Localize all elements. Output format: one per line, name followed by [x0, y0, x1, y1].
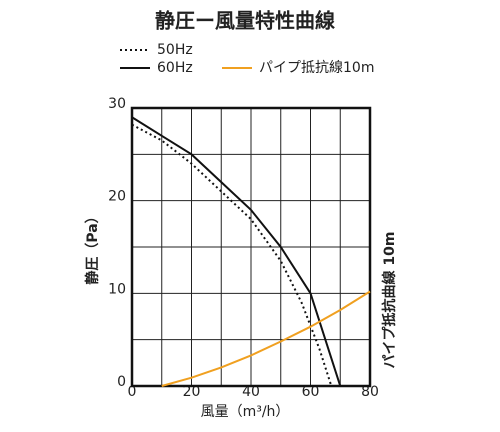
plot-frame	[130, 106, 372, 388]
legend-label: パイプ抵抗線10m	[259, 60, 374, 76]
annotation: パイプ抵抗曲線 10m	[381, 232, 398, 369]
y-tick-label: 0	[117, 374, 126, 390]
series-line	[131, 116, 342, 387]
x-axis-label: 風量（m³/h）	[201, 404, 290, 420]
legend-label: 60Hz	[157, 60, 193, 76]
series-line	[131, 123, 333, 387]
legend-label: 50Hz	[157, 42, 193, 58]
series-line	[161, 290, 371, 387]
x-tick-label: 40	[242, 384, 260, 400]
x-tick-label: 60	[302, 384, 320, 400]
x-tick-label: 0	[128, 384, 137, 400]
y-tick-label: 30	[108, 96, 126, 112]
y-tick-label: 20	[108, 189, 126, 205]
x-tick-label: 80	[361, 384, 379, 400]
chart-title: 静圧ー風量特性曲線	[155, 9, 335, 33]
y-axis-label: 静圧（Pa）	[84, 209, 101, 284]
x-tick-label: 20	[183, 384, 201, 400]
y-tick-label: 10	[108, 281, 126, 297]
